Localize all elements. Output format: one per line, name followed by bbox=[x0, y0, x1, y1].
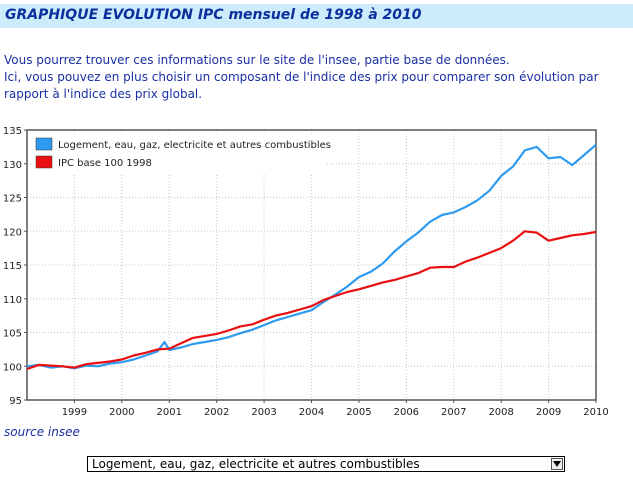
y-tick-label: 115 bbox=[3, 261, 22, 272]
x-tick-label: 2007 bbox=[441, 407, 466, 418]
y-tick-label: 100 bbox=[3, 362, 22, 373]
y-tick-label: 105 bbox=[3, 329, 22, 340]
legend-label: IPC base 100 1998 bbox=[58, 158, 152, 169]
x-tick-label: 2006 bbox=[394, 407, 419, 418]
component-select-value: Logement, eau, gaz, electricite et autre… bbox=[92, 457, 420, 471]
intro-line-1: Vous pourrez trouver ces informations su… bbox=[4, 53, 510, 67]
page-title: GRAPHIQUE EVOLUTION IPC mensuel de 1998 … bbox=[5, 7, 422, 23]
x-tick-label: 2004 bbox=[299, 407, 324, 418]
x-tick-label: 2002 bbox=[204, 407, 229, 418]
x-tick-label: 2001 bbox=[157, 407, 182, 418]
y-tick-label: 110 bbox=[3, 295, 22, 306]
legend-label: Logement, eau, gaz, electricite et autre… bbox=[58, 140, 331, 151]
dropdown-arrow-icon[interactable] bbox=[551, 458, 563, 470]
legend-swatch bbox=[35, 137, 53, 151]
x-tick-label: 1999 bbox=[62, 407, 87, 418]
ipc-line-chart: 95 100 105 110 115 120 125 130 135 1999 2000 2001 20… bbox=[3, 126, 609, 418]
legend-box bbox=[31, 134, 327, 174]
series-line-logement bbox=[26, 143, 597, 370]
intro-text: Vous pourrez trouver ces informations su… bbox=[4, 52, 632, 103]
y-tick-label: 120 bbox=[3, 227, 22, 238]
component-select[interactable]: Logement, eau, gaz, electricite et autre… bbox=[87, 456, 565, 472]
intro-line-2: Ici, vous pouvez en plus choisir un comp… bbox=[4, 70, 599, 101]
y-tick-label: 130 bbox=[3, 160, 22, 171]
series-line-ipc bbox=[26, 230, 597, 371]
x-tick-label: 2009 bbox=[536, 407, 561, 418]
legend-swatch bbox=[35, 155, 53, 169]
x-tick-label: 2008 bbox=[488, 407, 513, 418]
x-tick-label: 2010 bbox=[583, 407, 608, 418]
title-banner: GRAPHIQUE EVOLUTION IPC mensuel de 1998 … bbox=[0, 4, 633, 28]
x-tick-label: 2003 bbox=[251, 407, 276, 418]
x-tick-label: 2005 bbox=[346, 407, 371, 418]
x-tick-label: 2000 bbox=[109, 407, 134, 418]
y-tick-label: 125 bbox=[3, 194, 22, 205]
source-label: source insee bbox=[4, 425, 80, 439]
y-tick-label: 95 bbox=[9, 396, 22, 407]
y-tick-label: 135 bbox=[3, 126, 22, 137]
